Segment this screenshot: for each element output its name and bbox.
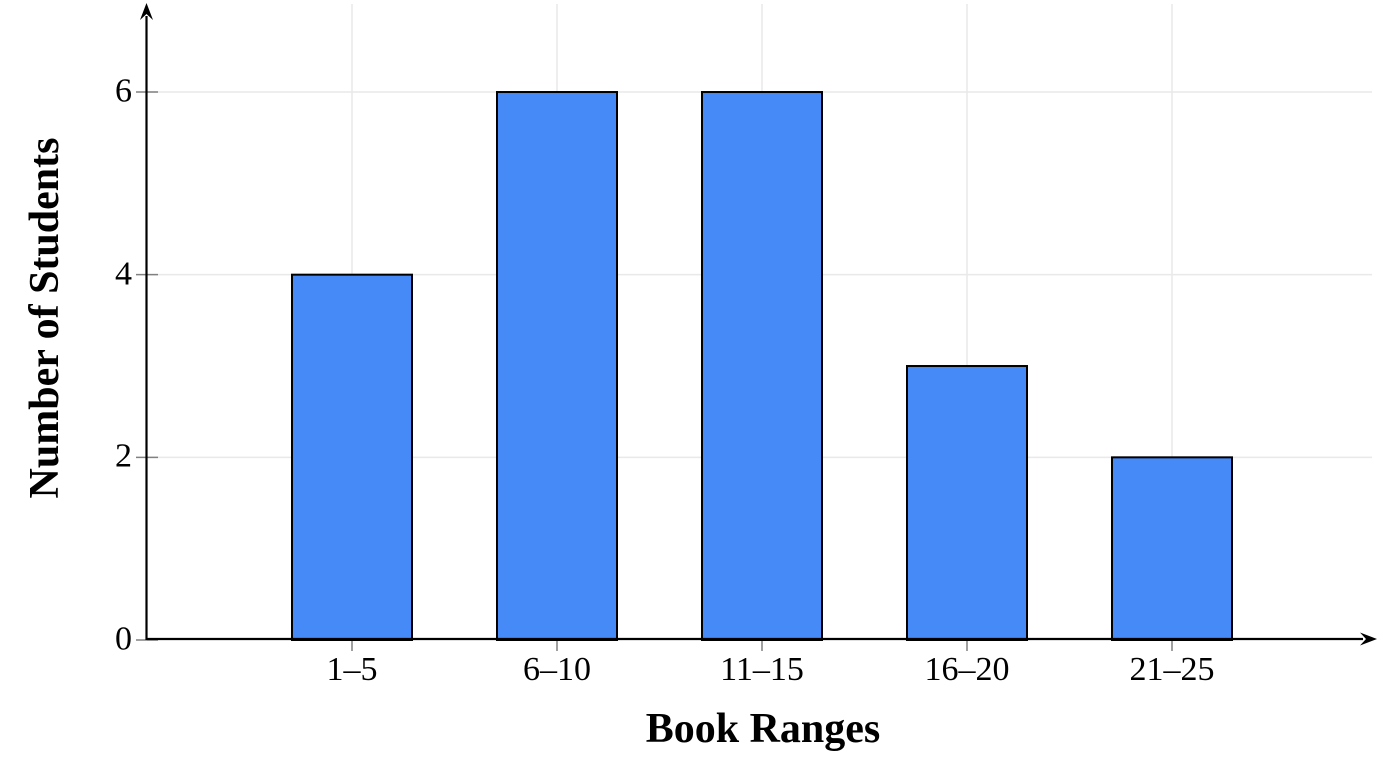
bar [701,91,823,641]
x-tick-label: 1–5 [326,651,378,688]
x-tick-label: 21–25 [1129,651,1215,688]
y-tick-label: 2 [115,437,132,475]
bar [291,273,413,641]
y-tick-label: 0 [115,620,132,658]
x-tick-label: 16–20 [924,651,1010,688]
x-axis-arrowhead-icon [1360,632,1377,646]
y-tick-label: 6 [115,72,132,110]
y-axis-arrowhead-icon [140,3,153,20]
bar [496,91,618,641]
x-tick-label: 11–15 [720,651,804,688]
x-axis-title: Book Ranges [645,706,881,752]
bar [906,365,1028,641]
y-tick-label: 4 [115,254,132,292]
bar [1111,456,1233,641]
x-tick-label: 6–10 [523,651,591,688]
